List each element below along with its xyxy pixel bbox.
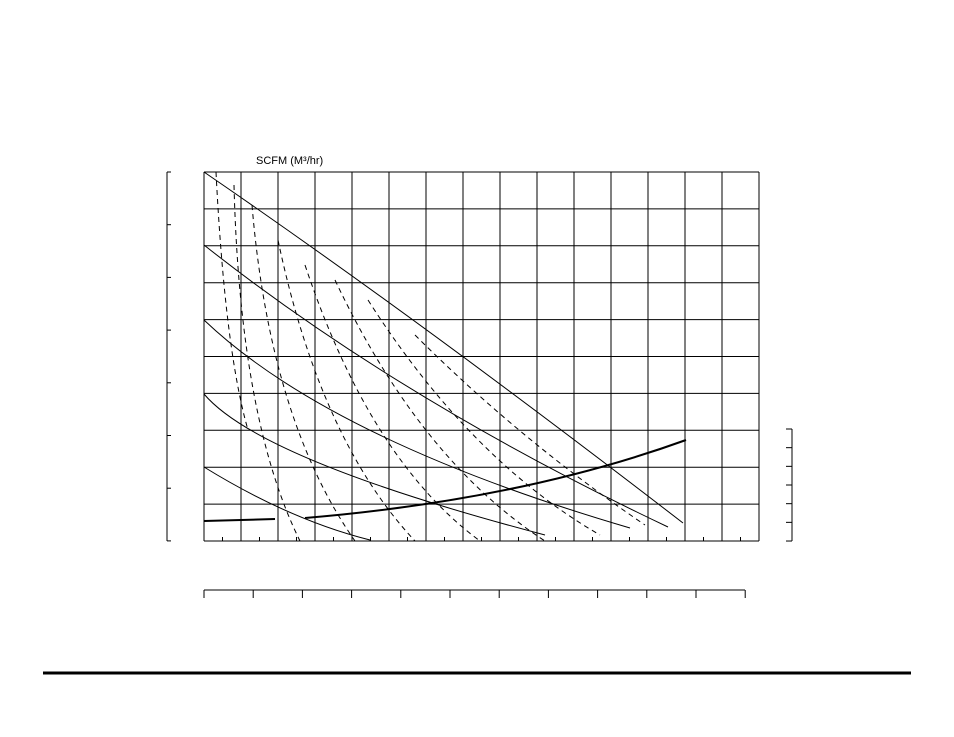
head-curve xyxy=(203,244,669,528)
head-curve xyxy=(203,393,546,536)
efficiency-curve xyxy=(251,204,356,542)
air-curve xyxy=(304,439,687,519)
efficiency-curve xyxy=(304,264,481,542)
efficiency-curve xyxy=(277,239,416,542)
head-curve xyxy=(203,171,684,524)
head-curve xyxy=(203,319,631,529)
efficiency-curve xyxy=(334,279,546,542)
efficiency-curve xyxy=(233,184,301,542)
air-curve xyxy=(203,518,276,522)
axis-label: SCFM (M³/hr) xyxy=(256,155,323,167)
curves xyxy=(203,171,687,542)
grid xyxy=(166,171,793,598)
head-curve xyxy=(203,466,371,541)
efficiency-curve xyxy=(367,299,601,536)
efficiency-curve xyxy=(414,334,646,526)
efficiency-curve xyxy=(215,171,249,431)
